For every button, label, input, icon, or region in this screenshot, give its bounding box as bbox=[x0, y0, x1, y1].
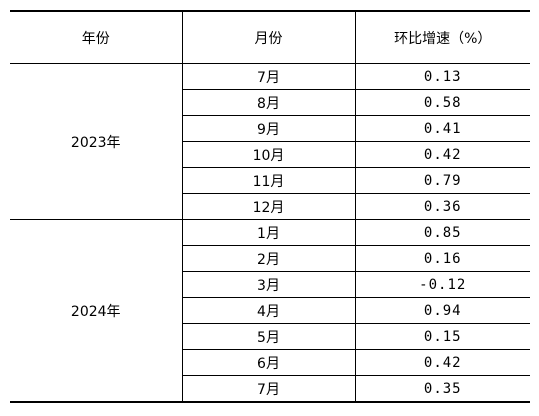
month-cell: 7月 bbox=[181, 63, 356, 90]
table-row: 3月 -0.12 bbox=[10, 271, 530, 298]
month-cell: 6月 bbox=[182, 349, 356, 376]
table-row: 2023年 7月 0.13 bbox=[10, 63, 530, 220]
rate-cell: 0.42 bbox=[354, 349, 530, 376]
rate-cell: 0.35 bbox=[354, 375, 530, 403]
year-cell-2024: 2024年 bbox=[10, 219, 183, 403]
table-row: 8月 0.58 bbox=[10, 89, 530, 116]
table-row: 11月 0.79 bbox=[10, 167, 530, 194]
rate-cell: 0.85 bbox=[354, 219, 530, 246]
year-cell-2023: 2023年 bbox=[10, 63, 183, 220]
table-row: 2月 0.16 bbox=[10, 245, 530, 272]
rate-cell: 0.79 bbox=[354, 167, 530, 194]
table-row: 2024年 1月 0.85 bbox=[10, 219, 530, 403]
rate-cell: 0.41 bbox=[354, 115, 530, 142]
growth-rate-table: 年份 月份 环比增速（%） 2023年 7月 0.13 8月 0.58 9月 0… bbox=[10, 10, 530, 403]
rate-cell: 0.16 bbox=[354, 245, 530, 272]
rate-cell: 0.58 bbox=[354, 89, 530, 116]
rate-cell: 0.36 bbox=[354, 193, 530, 220]
rate-cell: 0.15 bbox=[354, 323, 530, 350]
rate-cell: 0.42 bbox=[354, 141, 530, 168]
month-cell: 3月 bbox=[182, 271, 356, 298]
table-row: 7月 0.35 bbox=[10, 375, 530, 403]
table-body: 2023年 7月 0.13 8月 0.58 9月 0.41 10月 0.42 1… bbox=[10, 63, 530, 403]
data-table-container: 年份 月份 环比增速（%） 2023年 7月 0.13 8月 0.58 9月 0… bbox=[10, 10, 530, 403]
month-cell: 10月 bbox=[182, 141, 356, 168]
rate-cell: -0.12 bbox=[354, 271, 530, 298]
month-cell: 8月 bbox=[182, 89, 356, 116]
month-cell: 1月 bbox=[181, 219, 356, 246]
month-cell: 5月 bbox=[182, 323, 356, 350]
month-cell: 4月 bbox=[182, 297, 356, 324]
table-header: 年份 月份 环比增速（%） bbox=[10, 10, 530, 64]
month-cell: 12月 bbox=[182, 193, 356, 220]
rate-cell: 0.13 bbox=[354, 63, 530, 90]
month-cell: 2月 bbox=[182, 245, 356, 272]
rate-cell: 0.94 bbox=[354, 297, 530, 324]
table-row: 6月 0.42 bbox=[10, 349, 530, 376]
header-year: 年份 bbox=[10, 10, 183, 64]
table-row: 4月 0.94 bbox=[10, 297, 530, 324]
month-cell: 7月 bbox=[182, 375, 356, 403]
table-row: 5月 0.15 bbox=[10, 323, 530, 350]
table-row: 12月 0.36 bbox=[10, 193, 530, 220]
header-month: 月份 bbox=[181, 10, 356, 64]
month-cell: 11月 bbox=[182, 167, 356, 194]
month-cell: 9月 bbox=[182, 115, 356, 142]
header-rate: 环比增速（%） bbox=[354, 10, 530, 64]
header-row: 年份 月份 环比增速（%） bbox=[10, 10, 530, 64]
